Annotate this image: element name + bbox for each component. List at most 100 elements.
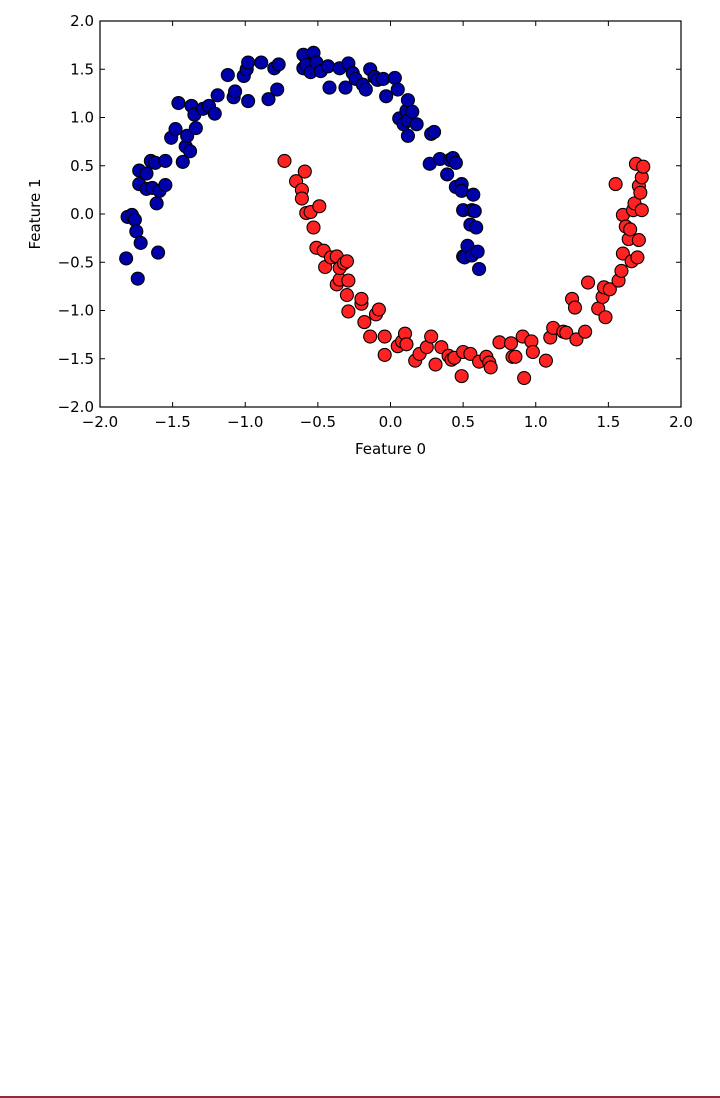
- data-point-red: [294, 191, 309, 206]
- data-point-red: [483, 360, 498, 375]
- x-tick-label: 0.0: [379, 413, 403, 431]
- data-point-red: [602, 282, 617, 297]
- data-point-blue: [254, 55, 269, 70]
- data-point-blue: [405, 104, 420, 119]
- data-point-blue: [427, 124, 442, 140]
- data-point-blue: [409, 117, 424, 132]
- data-point-red: [312, 199, 327, 214]
- y-axis-label: Feature 1: [26, 179, 44, 250]
- data-point-red: [569, 332, 584, 347]
- data-point-blue: [207, 106, 222, 121]
- x-tick-label: −2.0: [82, 413, 118, 431]
- data-point-blue: [320, 59, 336, 74]
- data-point-red: [306, 220, 321, 235]
- data-point-blue: [151, 245, 166, 260]
- data-point-blue: [210, 88, 225, 103]
- data-point-red: [614, 263, 629, 278]
- y-tick-label: −1.0: [58, 302, 94, 320]
- data-point-blue: [220, 67, 235, 83]
- x-tick-label: −1.0: [227, 413, 263, 431]
- data-point-blue: [183, 144, 198, 159]
- y-tick-label: 0.0: [70, 205, 94, 223]
- data-point-red: [578, 324, 593, 339]
- data-point-blue: [180, 128, 195, 143]
- y-tick-label: 2.0: [70, 12, 94, 30]
- plot-area: [100, 21, 681, 407]
- data-point-red: [454, 369, 469, 384]
- data-point-red: [363, 329, 378, 344]
- data-point-red: [504, 336, 519, 351]
- data-point-red: [377, 347, 392, 362]
- x-tick-label: 0.5: [451, 413, 475, 431]
- data-point-red: [339, 288, 354, 303]
- data-point-blue: [472, 261, 487, 277]
- scatter-points: [119, 45, 651, 386]
- data-point-blue: [358, 82, 373, 97]
- data-point-red: [399, 337, 414, 352]
- x-tick-label: 2.0: [669, 413, 693, 431]
- data-point-red: [525, 344, 540, 360]
- data-point-red: [357, 315, 372, 330]
- data-point-blue: [175, 154, 190, 169]
- data-point-blue: [158, 178, 173, 193]
- data-point-blue: [470, 244, 485, 259]
- data-point-red: [492, 335, 507, 350]
- data-point-blue: [466, 187, 481, 202]
- data-point-blue: [119, 251, 134, 266]
- x-tick-label: −1.5: [154, 413, 190, 431]
- y-tick-label: 1.0: [70, 109, 94, 127]
- data-point-blue: [133, 235, 148, 250]
- data-point-red: [598, 310, 613, 325]
- data-point-blue: [168, 122, 183, 137]
- data-point-red: [636, 159, 651, 174]
- data-point-blue: [241, 94, 256, 109]
- bottom-divider: [0, 1096, 720, 1098]
- x-tick-label: 1.5: [596, 413, 620, 431]
- data-point-blue: [379, 89, 394, 104]
- x-tick-labels: −2.0 −1.5 −1.0 −0.5 0.0 0.5 1.0 1.5 2.0: [82, 413, 693, 431]
- data-point-red: [463, 346, 478, 361]
- data-point-blue: [271, 57, 286, 72]
- data-point-red: [633, 185, 648, 200]
- data-point-blue: [440, 167, 455, 182]
- x-tick-label: 1.0: [524, 413, 548, 431]
- data-point-red: [424, 329, 439, 344]
- data-point-red: [354, 291, 369, 306]
- data-point-red: [277, 153, 292, 168]
- axis-ticks: [99, 20, 682, 408]
- data-point-blue: [228, 84, 243, 99]
- data-point-blue: [338, 80, 353, 95]
- data-point-blue: [469, 220, 484, 235]
- data-point-blue: [387, 70, 402, 85]
- data-point-red: [630, 250, 645, 265]
- data-point-red: [339, 254, 354, 269]
- data-point-red: [371, 302, 386, 317]
- data-point-red: [623, 222, 638, 237]
- y-tick-label: −0.5: [58, 253, 94, 271]
- data-point-red: [631, 233, 646, 248]
- data-point-red: [428, 357, 443, 372]
- data-point-blue: [241, 55, 256, 70]
- x-tick-label: −0.5: [300, 413, 336, 431]
- data-point-red: [538, 353, 553, 368]
- data-point-blue: [261, 92, 276, 107]
- data-point-blue: [171, 95, 186, 111]
- y-tick-label: 0.5: [70, 157, 94, 175]
- scatter-chart: −2.0 −1.5 −1.0 −0.5 0.0 0.5 1.0 1.5 2.0 …: [26, 12, 693, 458]
- data-point-red: [634, 203, 649, 218]
- data-point-blue: [188, 121, 203, 136]
- data-point-red: [341, 273, 356, 288]
- data-point-red: [567, 300, 583, 315]
- data-point-blue: [130, 271, 145, 286]
- x-axis-label: Feature 0: [355, 440, 426, 458]
- data-point-blue: [158, 153, 173, 168]
- data-point-red: [580, 275, 596, 290]
- y-tick-label: −1.5: [58, 350, 94, 368]
- data-point-blue: [376, 71, 391, 86]
- data-point-blue: [139, 166, 154, 181]
- data-point-blue: [467, 204, 482, 219]
- data-point-red: [517, 370, 532, 386]
- data-point-red: [377, 329, 392, 344]
- y-tick-label: −2.0: [58, 398, 94, 416]
- y-tick-label: 1.5: [70, 60, 94, 78]
